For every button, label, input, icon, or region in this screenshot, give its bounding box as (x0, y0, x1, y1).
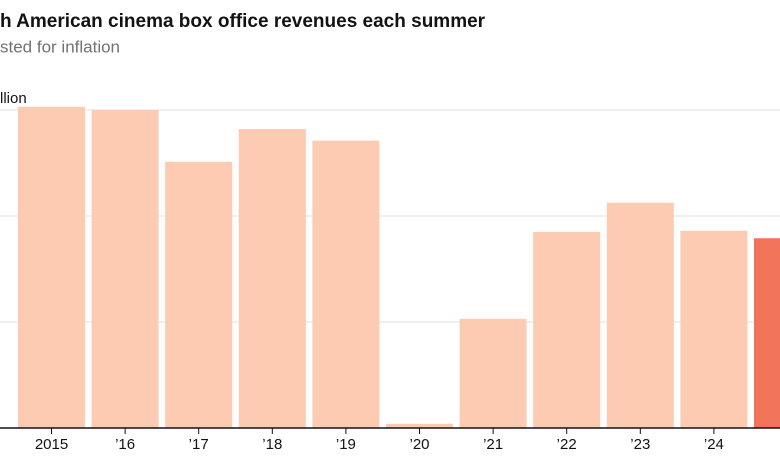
bar (754, 238, 780, 428)
bar (386, 423, 453, 428)
chart-subtitle: sted for inflation (0, 37, 120, 56)
x-tick-label: ’22 (557, 436, 577, 453)
x-tick-label: 2015 (35, 436, 68, 453)
x-tick-label: ’24 (704, 436, 724, 453)
x-tick-label: ’18 (262, 436, 282, 453)
bar (91, 109, 159, 428)
bar (165, 161, 233, 429)
x-tick-label: ’23 (630, 436, 650, 453)
bar (459, 318, 527, 428)
bar (533, 231, 601, 428)
y-tick-label: llion (0, 90, 27, 107)
x-tick-label: ’20 (409, 436, 429, 453)
bar (606, 202, 674, 428)
chart-title: h American cinema box office revenues ea… (0, 11, 486, 32)
bar (238, 129, 306, 428)
x-tick-label: ’21 (483, 436, 503, 453)
bar (18, 106, 85, 429)
bar (680, 230, 748, 428)
x-tick-label: ’19 (336, 436, 356, 453)
x-tick-label: ’17 (189, 436, 209, 453)
bar (312, 140, 380, 429)
x-tick-label: ’16 (115, 436, 135, 453)
